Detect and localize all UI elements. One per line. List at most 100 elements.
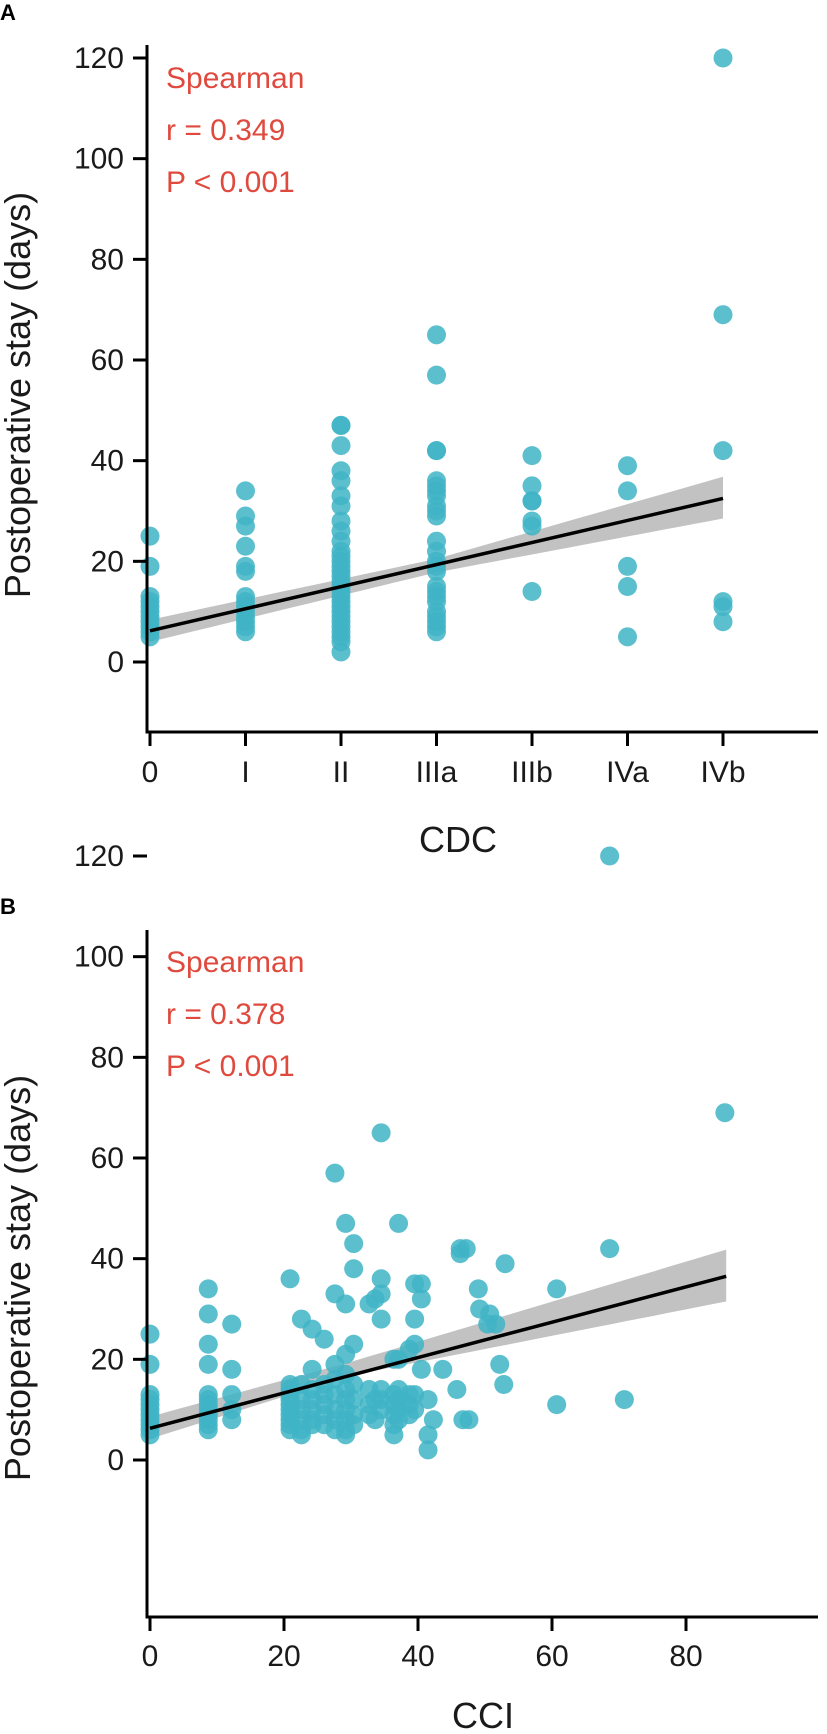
panel-b-point [447,1380,467,1400]
panel-b-y-tick-label: 80 [91,1041,124,1074]
panel-b-point [468,1279,488,1299]
panel-b-point [344,1259,364,1279]
panel-b-point [336,1213,356,1233]
panel-a-point [236,622,255,642]
panel-a-x-axis-label: CDC [419,819,497,860]
panel-b-point [198,1304,218,1324]
panel-b-point [344,1375,364,1394]
panel-b-point [222,1314,242,1334]
panel-a: A Postoperative stay (days) CDC 0 20 40 60 8… [0,0,818,860]
panel-b-point [614,1390,634,1410]
panel-a-point [427,325,446,345]
panel-a-point [331,642,351,662]
panel-a-x-tick-label: IVa [606,756,649,789]
panel-b-point [344,1334,364,1354]
panel-b-point [198,1354,218,1374]
panel-a-stat-r: r = 0.349 [166,114,285,147]
panel-b-point [344,1390,364,1410]
panel-a-y-axis-label: Postoperative stay (days) [0,192,38,598]
panel-a-point [618,481,637,501]
panel-a-point [618,556,637,576]
panel-b-point [371,1284,391,1304]
panel-b-y-tick-label: 60 [91,1142,124,1175]
panel-a-point [427,365,446,385]
panel-b-point [222,1385,242,1405]
panel-a-point [522,491,542,511]
panel-b-point [456,1239,476,1259]
panel-a-x-tick-label: IIIa [416,756,458,789]
panel-b-point [405,1309,425,1329]
panel-b-regression-line [149,1274,727,1430]
panel-a-x-tick-label: II [333,756,350,789]
panel-b-point [314,1329,334,1349]
panel-b-point [198,1420,218,1440]
panel-b-point [302,1359,322,1379]
panel-a-point [236,481,255,501]
panel-a-stats: Spearman r = 0.349 P < 0.001 [166,62,304,199]
panel-b-point [371,1309,391,1329]
panel-a-point [713,441,733,461]
panel-b-point [433,1359,453,1379]
panel-a-point [427,441,446,461]
panel-a-y-tick-label: 40 [91,445,124,478]
panel-b-y-ticks: 0 20 40 60 80 100 120 [74,840,147,1477]
panel-a-point [331,415,351,435]
panel-a-point [713,597,733,617]
panel-b-point [198,1279,218,1299]
panel-a-point [331,471,351,491]
panel-b-x-tick-label: 0 [142,1640,159,1673]
panel-b-point [198,1334,218,1354]
panel-b-point [371,1123,391,1143]
panel-b-point [411,1274,431,1294]
panel-b-point [547,1279,567,1299]
panel-b-y-tick-label: 20 [91,1343,124,1376]
panel-a-point [140,627,160,647]
panel-b-stat-p: P < 0.001 [166,1050,295,1083]
panel-a-y-tick-label: 120 [74,42,124,75]
panel-a-point [236,516,255,536]
panel-a-fit-line [149,496,724,633]
panel-b-point [140,1425,160,1445]
panel-b-y-tick-label: 120 [74,840,124,873]
panel-a-y-tick-label: 100 [74,143,124,176]
panel-b-point [600,1239,620,1259]
panel-a-x-tick-label: IIIb [511,756,553,789]
panel-b-y-axis-label: Postoperative stay (days) [0,1075,38,1481]
panel-a-stat-method: Spearman [166,62,304,95]
panel-b-point [600,846,620,866]
panel-b-x-tick-label: 20 [267,1640,300,1673]
panel-b-point [486,1314,506,1334]
panel-b-point [325,1163,345,1183]
panel-b-x-tick-label: 60 [535,1640,568,1673]
panel-a-point [618,456,637,476]
panel-b-point [389,1213,409,1233]
panel-a-point [713,48,733,68]
panel-a-x-tick-label: 0 [142,756,159,789]
panel-b-stats: Spearman r = 0.378 P < 0.001 [166,946,304,1083]
panel-a-point [618,627,637,647]
panel-b-point [371,1269,391,1289]
panel-a-point [713,305,733,325]
panel-a-x-tick-label: I [241,756,249,789]
panel-b-points [140,846,735,1460]
panel-b-x-tick-label: 40 [401,1640,434,1673]
panel-b-x-axis-label: CCI [452,1695,514,1734]
panel-a-stat-p: P < 0.001 [166,166,295,199]
panel-a-point [522,582,542,602]
panel-a-point [713,612,733,632]
panel-b-stat-method: Spearman [166,946,304,979]
panel-a-point [618,577,637,596]
panel-b-point [405,1334,425,1354]
panel-b-y-tick-label: 100 [74,941,124,974]
panel-b-point [490,1354,510,1374]
panel-a-point [522,516,542,536]
panel-b-fit-line [149,1274,727,1430]
panel-b-point [344,1234,364,1254]
panel-b: B Postoperative stay (days) CCI 0 20 40 60 8… [0,840,818,1734]
panel-b-x-ticks: 0 20 40 60 80 [142,1617,703,1673]
panel-b-point [418,1390,438,1410]
panel-b-point [494,1375,514,1394]
panel-b-point [459,1410,479,1430]
panel-b-point [418,1425,438,1445]
